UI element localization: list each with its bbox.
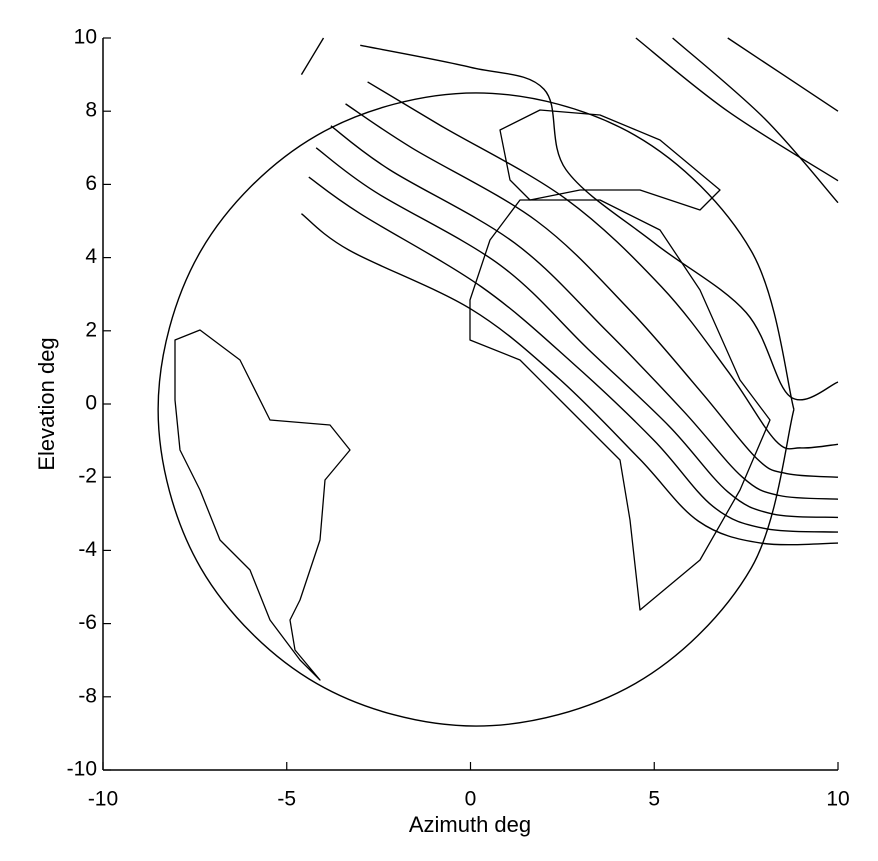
y-tick-label: -10 <box>67 758 97 781</box>
y-tick-label: 10 <box>74 26 97 49</box>
contour-line <box>330 125 839 500</box>
y-tick-label: 2 <box>85 318 97 341</box>
x-tick-label: 0 <box>465 788 477 811</box>
y-tick-label: 0 <box>85 392 97 415</box>
contour-line <box>367 81 839 450</box>
y-tick-label: 8 <box>85 99 97 122</box>
y-tick-label: 6 <box>85 172 97 195</box>
contour-line <box>345 103 839 478</box>
contour-line <box>635 37 839 182</box>
y-tick-label: -6 <box>78 611 97 634</box>
x-tick-label: 10 <box>826 788 849 811</box>
x-tick-label: -10 <box>88 788 118 811</box>
contour-line <box>727 37 839 112</box>
x-tick-label: 5 <box>648 788 660 811</box>
landmass <box>174 109 771 681</box>
y-axis-label: Elevation deg <box>34 337 59 470</box>
europe <box>499 109 721 211</box>
y-tick-label: -8 <box>78 684 97 707</box>
x-tick-label: -5 <box>277 788 296 811</box>
contour-line <box>301 213 839 546</box>
contour-line <box>360 44 839 401</box>
contour-line <box>308 176 839 533</box>
contour-line <box>300 37 325 75</box>
africa <box>469 199 771 611</box>
y-tick-label: -4 <box>78 538 97 561</box>
contour-line <box>157 92 795 727</box>
contour-line <box>315 147 839 519</box>
y-tick-label: 4 <box>85 245 97 268</box>
x-axis-label: Azimuth deg <box>409 812 531 837</box>
contour-line <box>672 37 839 204</box>
y-tick-label: -2 <box>78 465 97 488</box>
south-america <box>174 329 351 681</box>
